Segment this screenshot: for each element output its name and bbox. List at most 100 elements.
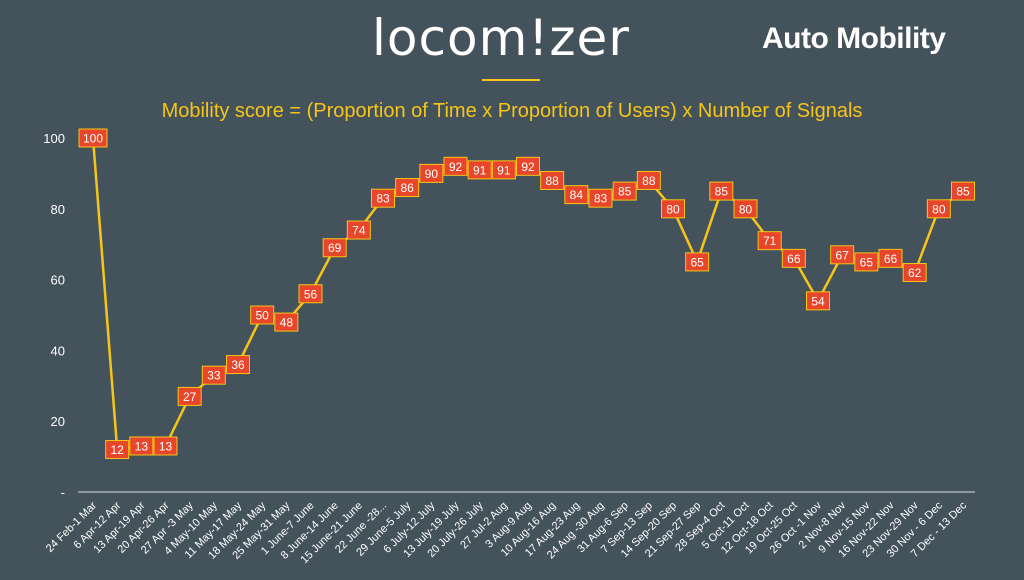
data-point: 86 xyxy=(395,178,420,198)
data-point: 62 xyxy=(902,263,927,283)
data-point-marker xyxy=(346,220,371,240)
page-title: Auto Mobility xyxy=(762,22,946,55)
data-point: 85 xyxy=(612,181,637,201)
data-point: 91 xyxy=(467,160,492,180)
data-point-marker xyxy=(274,312,299,332)
data-point-marker xyxy=(226,355,250,375)
data-point: 13 xyxy=(129,436,154,456)
data-point: 90 xyxy=(419,163,444,183)
data-point-marker xyxy=(78,128,108,148)
data-point: 71 xyxy=(757,231,782,251)
y-tick-label: - xyxy=(61,485,65,500)
data-point-marker xyxy=(467,160,492,180)
data-point-marker xyxy=(733,199,758,219)
data-label: 56 xyxy=(304,287,318,301)
data-label: 66 xyxy=(787,252,801,266)
data-label: 83 xyxy=(376,192,390,206)
data-point-marker xyxy=(612,181,637,201)
data-point: 48 xyxy=(274,312,299,332)
data-point-marker xyxy=(201,365,226,385)
data-label: 27 xyxy=(183,390,197,404)
data-point-marker xyxy=(540,170,565,190)
data-point-marker xyxy=(322,238,347,258)
data-point-marker xyxy=(105,440,130,460)
data-point-marker xyxy=(491,160,516,180)
data-point: 80 xyxy=(733,199,758,219)
data-point: 92 xyxy=(516,156,540,176)
brand-logo: locom!zer xyxy=(372,9,630,67)
data-point: 65 xyxy=(854,252,879,272)
y-tick-label: 80 xyxy=(51,202,65,217)
data-point-marker xyxy=(685,252,710,272)
data-point-marker xyxy=(854,252,879,272)
data-point: 92 xyxy=(443,156,468,176)
data-label: 80 xyxy=(739,202,753,216)
data-label: 85 xyxy=(956,185,970,199)
data-point: 66 xyxy=(781,248,806,268)
data-label: 66 xyxy=(884,252,898,266)
data-point-marker xyxy=(951,181,975,201)
y-axis: - 20 40 60 80 100 xyxy=(43,131,65,500)
brand-underline xyxy=(482,79,540,81)
data-label: 54 xyxy=(811,294,825,308)
data-point-marker xyxy=(830,245,855,265)
data-point-marker xyxy=(709,181,734,201)
data-point: 69 xyxy=(322,238,347,258)
data-point: 74 xyxy=(346,220,371,240)
data-point: 12 xyxy=(105,440,130,460)
data-point: 27 xyxy=(177,386,202,406)
data-point: 54 xyxy=(806,291,830,311)
chart-title: Mobility score = (Proportion of Time x P… xyxy=(161,100,863,122)
data-point: 88 xyxy=(636,170,661,190)
data-point-marker xyxy=(588,188,613,208)
data-label: 100 xyxy=(83,132,103,146)
data-point-marker xyxy=(250,305,275,325)
series-line-group xyxy=(91,137,964,451)
data-label: 80 xyxy=(932,202,946,216)
data-point-marker xyxy=(395,178,420,198)
series-line xyxy=(91,137,964,451)
data-point-marker xyxy=(636,170,661,190)
data-point-marker xyxy=(177,386,202,406)
data-point: 85 xyxy=(709,181,734,201)
data-label: 48 xyxy=(280,316,294,330)
data-point-marker xyxy=(129,436,154,456)
data-label: 88 xyxy=(545,174,559,188)
data-label: 91 xyxy=(497,163,511,177)
data-point-marker xyxy=(371,188,395,208)
data-markers: 100 12 13 13 27 33 36 50 48 56 69 74 83 86 90 92 91 91 92 8… xyxy=(78,128,975,460)
data-label: 71 xyxy=(763,234,777,248)
data-point: 65 xyxy=(685,252,710,272)
data-label: 86 xyxy=(400,181,414,195)
data-point-marker xyxy=(878,248,903,268)
data-label: 83 xyxy=(594,192,608,206)
data-point-marker xyxy=(902,263,927,283)
data-point: 84 xyxy=(564,185,589,205)
data-label: 74 xyxy=(352,224,366,238)
data-label: 88 xyxy=(642,174,656,188)
data-label: 80 xyxy=(666,202,680,216)
data-point: 80 xyxy=(926,199,951,219)
data-label: 65 xyxy=(690,255,704,269)
data-label: 50 xyxy=(255,309,269,323)
data-label: 92 xyxy=(521,160,535,174)
data-label: 12 xyxy=(110,443,124,457)
data-point-marker xyxy=(781,248,806,268)
data-point-marker xyxy=(443,156,468,176)
data-label: 92 xyxy=(449,160,463,174)
data-label: 91 xyxy=(473,163,487,177)
data-label: 67 xyxy=(835,248,849,262)
y-tick-label: 100 xyxy=(43,131,65,146)
data-label: 84 xyxy=(570,188,584,202)
data-label: 13 xyxy=(135,439,149,453)
data-point: 67 xyxy=(830,245,855,265)
y-tick-label: 20 xyxy=(51,414,65,429)
data-point-marker xyxy=(153,436,178,456)
data-point-marker xyxy=(661,199,685,219)
data-point-marker xyxy=(298,284,323,304)
data-point-marker xyxy=(564,185,589,205)
data-point: 13 xyxy=(153,436,178,456)
data-point-marker xyxy=(419,163,444,183)
